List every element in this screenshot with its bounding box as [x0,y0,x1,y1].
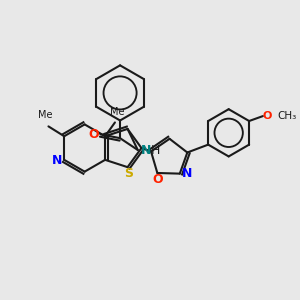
Text: O: O [88,128,99,141]
Text: N: N [182,167,192,180]
Text: S: S [124,167,133,179]
Text: N: N [140,143,151,157]
Text: N: N [52,154,62,167]
Text: CH₃: CH₃ [278,111,297,121]
Text: O: O [152,173,163,186]
Text: O: O [262,111,272,121]
Text: Me: Me [38,110,53,121]
Text: H: H [151,143,160,157]
Text: Me: Me [110,106,124,116]
